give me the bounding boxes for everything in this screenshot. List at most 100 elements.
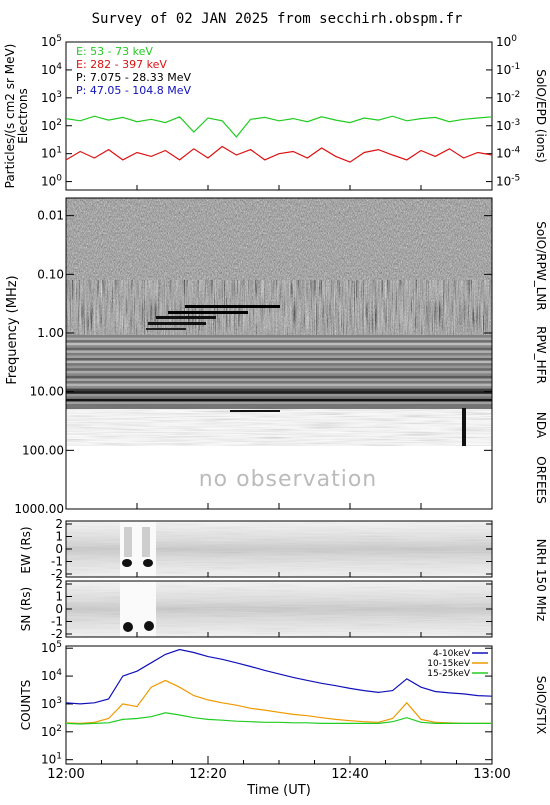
hfr-band (66, 378, 492, 382)
epd-y2tick-label: 100 (496, 34, 517, 49)
hfr-band (66, 345, 492, 349)
stix-right-label: SolO/STIX (534, 676, 548, 735)
hfr-band (66, 375, 492, 379)
hfr-band (66, 360, 492, 364)
hfr-band (66, 355, 492, 359)
ew-ytick-label: 1 (55, 530, 63, 544)
x-tick-label: 13:00 (473, 767, 510, 782)
stix-ytick-label: 102 (41, 724, 62, 739)
nrh-sn-panel: 210-1-2 SN (Rs) NRH 150 MHz (19, 539, 548, 641)
epd-frame (65, 41, 493, 191)
nrh-ew-source1 (124, 527, 132, 557)
nrh-sn-burst2 (144, 621, 154, 631)
x-axis-label: Time (UT) (246, 783, 311, 798)
hfr-band (66, 337, 492, 341)
stix-frame (65, 645, 493, 765)
stix-ytick-label: 104 (41, 668, 62, 683)
ew-ytick-label: 2 (55, 517, 63, 531)
hfr-band (66, 365, 492, 369)
hfr-band (66, 391, 492, 395)
sn-ytick-label: 2 (55, 577, 63, 591)
epd-series-line (66, 145, 492, 163)
stix-ytick-label: 103 (41, 696, 62, 711)
nda-spike (462, 408, 466, 446)
epd-ytick-label: 102 (41, 118, 62, 133)
hfr-band (66, 396, 492, 400)
epd-legend-entry: P: 47.05 - 104.8 MeV (76, 84, 192, 97)
hfr-band (66, 350, 492, 354)
lnr-type-iii-bursts (146, 305, 280, 330)
ew-ytick-label: -2 (51, 567, 63, 581)
hfr-band (66, 393, 492, 397)
hfr-band (66, 383, 492, 387)
hfr-band (66, 381, 492, 384)
stix-legend-label: 4-10keV (433, 649, 471, 659)
epd-ylabel: Particles/(s cm2 sr MeV) (3, 44, 17, 189)
nrh-right-label: NRH 150 MHz (534, 539, 548, 622)
epd-y2tick-label: 10-3 (496, 118, 520, 133)
chart-title: Survey of 02 JAN 2025 from secchirh.obsp… (92, 11, 463, 27)
radio-panel: no observation 0.01 0.10 1.00 10.00 100.00 10… (5, 197, 548, 516)
lnr-right-label: SoIO/RPW_LNR (534, 221, 548, 310)
nrh-ew-panel: 210-1-2 EW (Rs) (19, 517, 493, 581)
hfr-band (66, 398, 492, 402)
epd-panel: 100 101 102 103 104 105 10-5 10-4 10-3 10-2 10-1 10… (3, 34, 548, 191)
stix-series-line (66, 712, 492, 725)
epd-legend-entry: P: 7.075 - 28.33 MeV (76, 71, 192, 84)
x-tick-label: 12:00 (47, 767, 84, 782)
nrh-ew-burst1 (122, 559, 132, 567)
epd-y2tick-label: 10-1 (496, 62, 520, 77)
stix-ytick-label: 105 (41, 640, 62, 655)
hfr-spectrogram (66, 335, 492, 405)
epd-legend-entry: E: 282 - 397 keV (76, 58, 167, 71)
epd-ylabel-sub: Electrons (16, 88, 30, 143)
epd-y2tick-label: 10-2 (496, 90, 520, 105)
epd-y2tick-label: 10-4 (496, 146, 521, 161)
freq-ytick-label: 0.10 (37, 267, 64, 281)
epd-series-line (66, 115, 492, 138)
stix-legend-label: 10-15keV (427, 659, 471, 669)
hfr-band (66, 386, 492, 390)
stix-series-line (66, 679, 492, 725)
x-tick-label: 12:40 (331, 767, 368, 782)
epd-legend-entry: E: 53 - 73 keV (76, 45, 153, 58)
hfr-band (66, 358, 492, 361)
frequency-axis-label: Frequency (MHz) (5, 275, 20, 384)
freq-ytick-label: 0.01 (37, 209, 64, 223)
orfees-area (66, 446, 492, 509)
ew-axis-label: EW (Rs) (19, 526, 33, 573)
sn-ytick-label: -1 (51, 615, 63, 629)
ew-ytick-label: 0 (55, 542, 63, 556)
freq-ytick-label: 1.00 (37, 326, 64, 340)
hfr-band (66, 347, 492, 351)
orfees-right-label: ORFEES (534, 456, 548, 503)
stix-ytick-label: 101 (41, 752, 62, 767)
hfr-band (66, 388, 492, 392)
nrh-sn-burst1 (123, 622, 133, 632)
hfr-band (66, 342, 492, 346)
sn-ytick-label: -2 (51, 627, 63, 641)
stix-series-line (66, 648, 492, 705)
epd-right-label: SolO/EPD (ions) (534, 69, 548, 163)
epd-ytick-label: 101 (41, 146, 62, 161)
hfr-band (66, 368, 492, 372)
hfr-band (66, 401, 492, 405)
hfr-band (66, 373, 492, 377)
x-tick-label: 12:20 (189, 767, 226, 782)
stix-ylabel: COUNTS (19, 680, 33, 731)
epd-ytick-label: 105 (41, 34, 62, 49)
epd-ytick-label: 100 (41, 174, 62, 189)
no-observation-label: no observation (199, 467, 378, 492)
hfr-band (66, 370, 492, 374)
sn-ytick-label: 1 (55, 590, 63, 604)
hfr-band (66, 352, 492, 356)
nda-top-band (66, 404, 492, 409)
freq-ytick-label: 1000.00 (14, 502, 64, 516)
hfr-band (66, 335, 492, 338)
freq-ytick-label: 10.00 (30, 385, 64, 399)
nda-right-label: NDA (534, 412, 548, 439)
sn-axis-label: SN (Rs) (19, 587, 33, 631)
